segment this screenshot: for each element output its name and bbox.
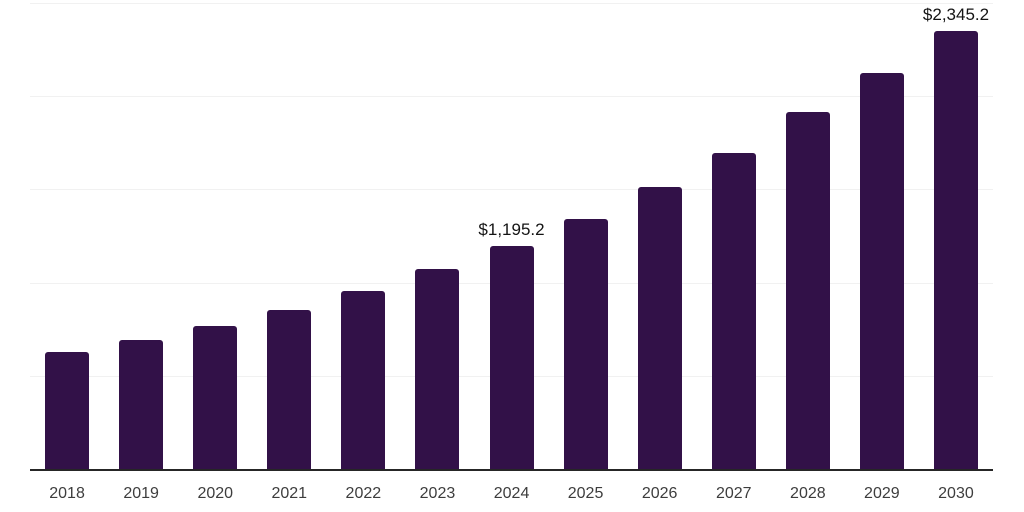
- x-tick-label-2019: 2019: [123, 485, 159, 502]
- gridline-2500: [30, 3, 993, 4]
- gridline-1500: [30, 189, 993, 190]
- bar-2019: [119, 339, 164, 469]
- x-tick-label-2025: 2025: [567, 485, 604, 502]
- x-tick-label-2020: 2020: [197, 485, 234, 502]
- x-tick-label-2030: 2030: [938, 485, 974, 502]
- gridline-2000: [30, 96, 993, 97]
- bar-2027: [711, 152, 756, 469]
- x-tick-label-2021: 2021: [271, 485, 308, 502]
- bar-2024: [489, 246, 534, 469]
- bar-2029: [859, 72, 904, 469]
- bar-2026: [637, 187, 682, 469]
- x-tick-label-2023: 2023: [419, 485, 456, 502]
- bar-2021: [267, 309, 312, 469]
- x-axis-line: [30, 469, 993, 471]
- x-tick-label-2026: 2026: [641, 485, 678, 502]
- bar-2020: [193, 325, 238, 469]
- x-tick-label-2028: 2028: [790, 485, 826, 502]
- bar-2022: [341, 291, 386, 469]
- x-tick-label-2024: 2024: [493, 485, 530, 502]
- x-tick-label-2027: 2027: [715, 485, 752, 502]
- x-tick-label-2018: 2018: [49, 485, 85, 502]
- value-label-2030: $2,345.2: [922, 5, 990, 25]
- bar-2028: [785, 112, 830, 469]
- bar-2025: [563, 218, 608, 469]
- x-tick-label-2029: 2029: [864, 485, 900, 502]
- bar-2018: [45, 352, 89, 469]
- value-label-2024: $1,195.2: [478, 220, 545, 240]
- bar-2030: [934, 31, 978, 469]
- bar-2023: [415, 269, 460, 469]
- x-tick-label-2022: 2022: [345, 485, 382, 502]
